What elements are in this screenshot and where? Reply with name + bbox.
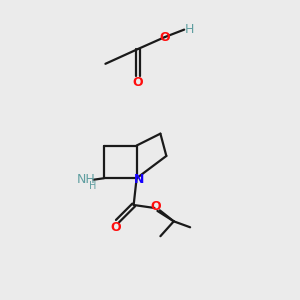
- Text: O: O: [159, 31, 169, 44]
- Text: NH: NH: [77, 173, 95, 186]
- Text: O: O: [151, 200, 161, 213]
- Text: O: O: [110, 221, 121, 234]
- Text: H: H: [89, 181, 97, 191]
- Text: O: O: [133, 76, 143, 89]
- Text: H: H: [185, 23, 194, 36]
- Text: N: N: [134, 173, 144, 186]
